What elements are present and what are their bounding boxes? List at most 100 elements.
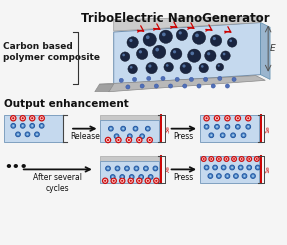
Circle shape bbox=[20, 123, 25, 128]
Circle shape bbox=[112, 176, 114, 178]
Circle shape bbox=[222, 135, 224, 136]
Circle shape bbox=[106, 166, 110, 171]
Circle shape bbox=[144, 166, 148, 171]
Circle shape bbox=[110, 128, 112, 130]
Circle shape bbox=[201, 65, 204, 68]
Polygon shape bbox=[261, 23, 270, 79]
Circle shape bbox=[166, 64, 168, 67]
Circle shape bbox=[204, 116, 209, 121]
Circle shape bbox=[206, 126, 208, 128]
FancyBboxPatch shape bbox=[200, 156, 259, 183]
FancyBboxPatch shape bbox=[100, 120, 159, 142]
Circle shape bbox=[15, 132, 20, 137]
Circle shape bbox=[247, 117, 249, 119]
Circle shape bbox=[12, 125, 14, 127]
Circle shape bbox=[179, 31, 182, 35]
Circle shape bbox=[213, 37, 216, 40]
Circle shape bbox=[206, 167, 208, 168]
Circle shape bbox=[248, 158, 250, 160]
Circle shape bbox=[102, 178, 108, 184]
Text: TriboElectric NanoGenerator: TriboElectric NanoGenerator bbox=[81, 12, 269, 25]
Circle shape bbox=[229, 39, 232, 42]
Circle shape bbox=[183, 84, 187, 88]
FancyBboxPatch shape bbox=[100, 156, 159, 161]
Circle shape bbox=[107, 139, 109, 141]
Circle shape bbox=[247, 165, 252, 170]
Circle shape bbox=[22, 125, 24, 127]
Circle shape bbox=[225, 116, 230, 121]
Polygon shape bbox=[114, 16, 261, 31]
Text: 3e: 3e bbox=[166, 125, 171, 133]
FancyBboxPatch shape bbox=[100, 161, 159, 183]
Circle shape bbox=[254, 157, 259, 161]
Circle shape bbox=[226, 126, 228, 128]
Circle shape bbox=[197, 84, 201, 88]
Circle shape bbox=[140, 176, 142, 178]
Circle shape bbox=[232, 157, 236, 161]
Circle shape bbox=[246, 124, 251, 129]
Circle shape bbox=[216, 157, 221, 161]
Circle shape bbox=[248, 167, 250, 168]
Circle shape bbox=[242, 174, 247, 178]
Circle shape bbox=[251, 174, 255, 178]
Circle shape bbox=[168, 84, 173, 88]
FancyBboxPatch shape bbox=[4, 115, 63, 142]
Circle shape bbox=[128, 178, 133, 184]
Circle shape bbox=[127, 134, 132, 139]
Circle shape bbox=[218, 175, 220, 177]
Circle shape bbox=[195, 34, 199, 37]
Circle shape bbox=[126, 137, 131, 143]
Circle shape bbox=[153, 166, 158, 171]
Circle shape bbox=[256, 158, 258, 160]
Circle shape bbox=[239, 157, 244, 161]
Circle shape bbox=[121, 126, 125, 131]
Circle shape bbox=[235, 124, 240, 129]
Circle shape bbox=[147, 180, 149, 182]
Circle shape bbox=[241, 158, 243, 160]
Circle shape bbox=[176, 29, 188, 40]
Circle shape bbox=[146, 62, 157, 74]
Circle shape bbox=[108, 126, 113, 131]
Circle shape bbox=[137, 178, 142, 184]
Circle shape bbox=[231, 133, 235, 138]
Circle shape bbox=[148, 175, 153, 179]
Circle shape bbox=[147, 128, 149, 130]
Circle shape bbox=[205, 117, 208, 119]
Circle shape bbox=[162, 33, 166, 36]
Circle shape bbox=[224, 157, 229, 161]
Circle shape bbox=[11, 123, 15, 128]
Circle shape bbox=[203, 158, 205, 160]
Circle shape bbox=[225, 84, 230, 88]
Circle shape bbox=[147, 137, 152, 143]
Circle shape bbox=[129, 39, 133, 42]
Circle shape bbox=[235, 175, 237, 177]
Circle shape bbox=[209, 157, 214, 161]
Circle shape bbox=[113, 180, 115, 182]
Circle shape bbox=[104, 180, 106, 182]
Circle shape bbox=[146, 126, 150, 131]
Circle shape bbox=[129, 135, 131, 137]
Circle shape bbox=[138, 139, 140, 141]
Polygon shape bbox=[114, 23, 261, 84]
Circle shape bbox=[218, 158, 220, 160]
Circle shape bbox=[41, 125, 42, 127]
Circle shape bbox=[210, 175, 211, 177]
Circle shape bbox=[210, 158, 212, 160]
Circle shape bbox=[133, 126, 138, 131]
Circle shape bbox=[216, 174, 221, 178]
Circle shape bbox=[225, 174, 230, 178]
Circle shape bbox=[128, 64, 137, 74]
Circle shape bbox=[226, 117, 228, 119]
Circle shape bbox=[30, 116, 35, 121]
Circle shape bbox=[190, 51, 194, 55]
Circle shape bbox=[140, 84, 144, 88]
Circle shape bbox=[216, 117, 218, 119]
Circle shape bbox=[237, 126, 239, 128]
Circle shape bbox=[252, 175, 254, 177]
Circle shape bbox=[129, 175, 134, 179]
Circle shape bbox=[235, 116, 241, 121]
Circle shape bbox=[120, 52, 130, 61]
Circle shape bbox=[154, 178, 159, 184]
Circle shape bbox=[145, 178, 150, 184]
Circle shape bbox=[148, 64, 152, 68]
